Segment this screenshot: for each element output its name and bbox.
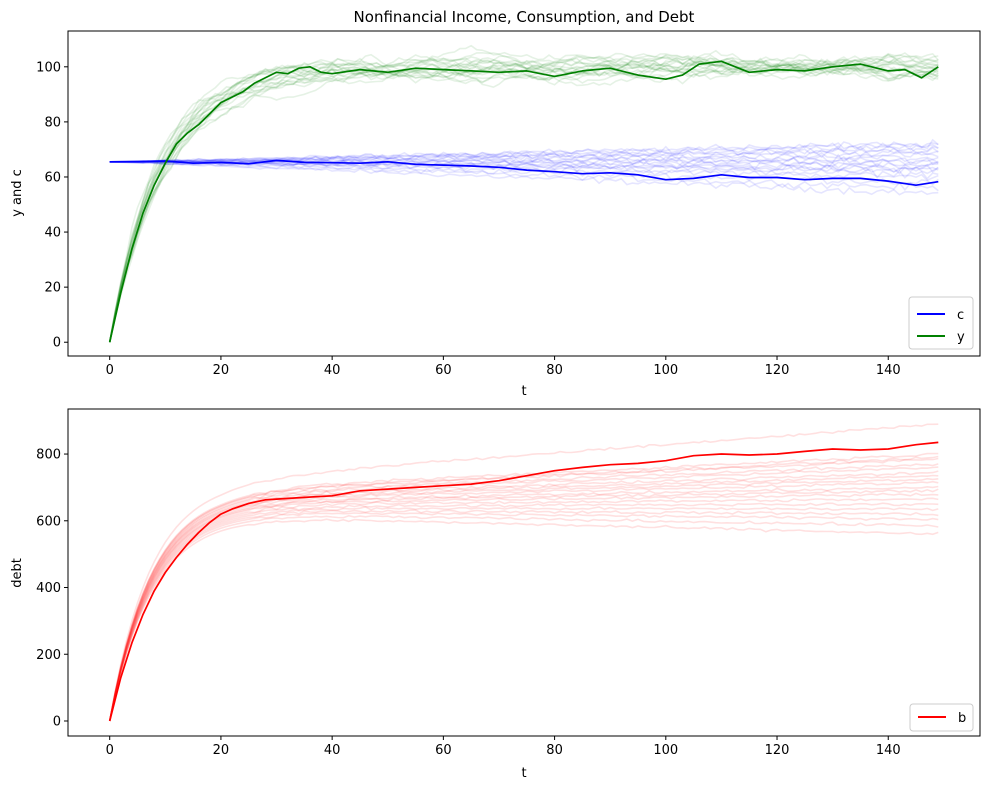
faint-paths-group xyxy=(108,423,939,722)
y-axis: 0 200 400 600 800 xyxy=(36,448,68,729)
x-tick-label: 120 xyxy=(765,743,790,758)
y-tick-label: 800 xyxy=(36,448,61,463)
series-group xyxy=(108,60,939,343)
faint-path-c xyxy=(109,153,939,164)
faint-path-c xyxy=(109,161,939,196)
faint-path-y xyxy=(108,49,939,343)
faint-path-b xyxy=(108,514,939,722)
x-tick-label: 120 xyxy=(765,363,790,378)
faint-path-c xyxy=(109,138,939,163)
x-tick-label: 40 xyxy=(324,743,341,758)
faint-path-y xyxy=(108,58,939,343)
faint-path-b xyxy=(108,480,939,722)
faint-path-c xyxy=(109,161,939,192)
faint-path-b xyxy=(108,466,939,722)
faint-path-b xyxy=(108,497,939,722)
faint-path-y xyxy=(108,51,939,343)
faint-path-b xyxy=(108,477,939,722)
legend: c y xyxy=(908,296,974,350)
y-tick-label: 60 xyxy=(44,170,61,185)
faint-path-c xyxy=(109,151,939,163)
faint-path-b xyxy=(108,511,939,722)
faint-path-y xyxy=(108,61,939,343)
top-panel: Nonfinancial Income, Consumption, and De… xyxy=(10,8,981,399)
faint-path-c xyxy=(109,156,939,166)
legend-label-y: y xyxy=(957,330,965,345)
faint-path-b xyxy=(108,423,939,722)
faint-path-y xyxy=(108,44,939,343)
y-tick-label: 0 xyxy=(53,714,61,729)
faint-path-b xyxy=(108,452,939,722)
x-tick-label: 60 xyxy=(435,363,452,378)
faint-path-y xyxy=(108,54,939,343)
legend: b xyxy=(909,703,974,732)
faint-path-y xyxy=(108,55,939,343)
x-tick-label: 80 xyxy=(546,363,563,378)
y-tick-label: 400 xyxy=(36,581,61,596)
faint-path-b xyxy=(108,485,939,722)
x-axis: 0 20 40 60 80 100 120 140 xyxy=(106,736,901,758)
series-line-b xyxy=(108,441,939,722)
faint-path-b xyxy=(108,518,939,722)
faint-path-c xyxy=(109,146,939,163)
faint-path-b xyxy=(108,463,939,722)
faint-path-b xyxy=(108,470,939,722)
y-tick-label: 0 xyxy=(53,336,61,351)
faint-path-c xyxy=(109,160,939,171)
x-tick-label: 0 xyxy=(106,743,114,758)
faint-path-y xyxy=(108,53,939,343)
y-axis-label: debt xyxy=(10,558,25,588)
x-tick-label: 0 xyxy=(106,363,114,378)
y-tick-label: 80 xyxy=(44,115,61,130)
faint-path-y xyxy=(108,56,939,343)
faint-path-y xyxy=(108,60,939,343)
faint-path-c xyxy=(109,145,939,163)
x-tick-label: 80 xyxy=(546,743,563,758)
faint-path-b xyxy=(108,506,939,722)
legend-label-b: b xyxy=(958,711,966,726)
faint-path-c xyxy=(109,147,939,163)
faint-path-b xyxy=(108,492,939,722)
series-group xyxy=(108,441,939,722)
x-tick-label: 140 xyxy=(876,363,901,378)
x-axis-label: t xyxy=(521,766,526,781)
x-tick-label: 140 xyxy=(876,743,901,758)
y-tick-label: 600 xyxy=(36,514,61,529)
series-line-c xyxy=(109,159,939,187)
x-axis: 0 20 40 60 80 100 120 140 xyxy=(106,356,901,378)
y-tick-label: 100 xyxy=(36,60,61,75)
x-tick-label: 20 xyxy=(213,363,230,378)
faint-path-c xyxy=(109,143,939,163)
x-tick-label: 60 xyxy=(435,743,452,758)
x-tick-label: 20 xyxy=(213,743,230,758)
faint-path-y xyxy=(108,63,939,343)
faint-path-y xyxy=(108,58,939,343)
y-tick-label: 200 xyxy=(36,648,61,663)
faint-path-b xyxy=(108,509,939,722)
y-axis: 0 20 40 60 80 100 xyxy=(36,60,68,351)
plot-frame xyxy=(67,408,981,737)
series-line-y xyxy=(108,60,939,343)
faint-path-c xyxy=(109,141,939,163)
faint-path-b xyxy=(108,457,939,722)
plot-frame xyxy=(67,30,981,357)
faint-path-c xyxy=(109,158,939,168)
faint-path-b xyxy=(108,488,939,722)
faint-path-b xyxy=(108,502,939,722)
y-tick-label: 40 xyxy=(44,226,61,241)
faint-paths-group xyxy=(108,44,939,343)
y-tick-label: 20 xyxy=(44,281,61,296)
x-tick-label: 100 xyxy=(653,363,678,378)
faint-path-y xyxy=(108,62,939,343)
x-axis-label: t xyxy=(521,384,526,399)
faint-path-y xyxy=(108,64,939,343)
x-tick-label: 40 xyxy=(324,363,341,378)
faint-path-y xyxy=(108,54,939,343)
y-axis-label: y and c xyxy=(10,169,25,217)
legend-label-c: c xyxy=(957,308,964,323)
x-tick-label: 100 xyxy=(653,743,678,758)
chart-title: Nonfinancial Income, Consumption, and De… xyxy=(354,8,695,26)
